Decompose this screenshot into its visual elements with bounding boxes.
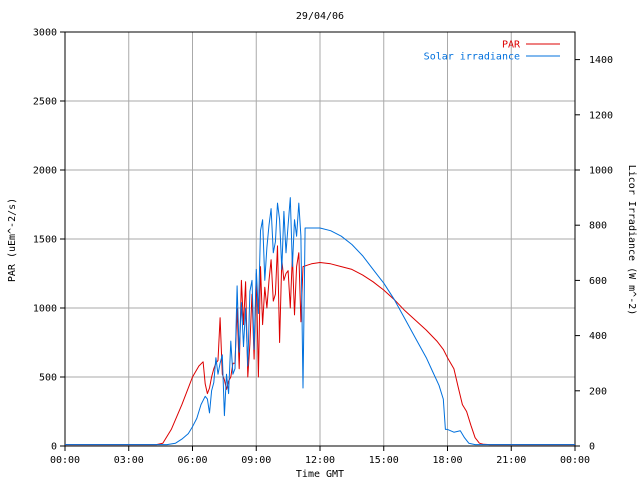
legend-label: PAR <box>502 40 521 51</box>
y-left-tick-label: 3000 <box>33 28 57 39</box>
y-left-tick-label: 1000 <box>33 304 57 315</box>
x-tick-label: 15:00 <box>369 455 399 466</box>
axes: 00:00 03:00 06:00 09:00 12:00 15:00 18:00 21:00… <box>33 28 613 467</box>
chart-title: 29/04/06 <box>296 11 344 22</box>
series-group <box>65 197 575 446</box>
y-right-tick-label: 400 <box>589 331 607 342</box>
x-tick-label: 12:00 <box>305 455 335 466</box>
y-left-tick-label: 1500 <box>33 235 57 246</box>
y-right-tick-label: 200 <box>589 386 607 397</box>
series-line-solar-irradiance <box>65 197 575 446</box>
x-tick-label: 21:00 <box>496 455 526 466</box>
legend-label: Solar irradiance <box>424 52 520 63</box>
x-tick-label: 03:00 <box>114 455 144 466</box>
y-right-tick-label: 1000 <box>589 166 613 177</box>
y-left-tick-label: 500 <box>39 373 57 384</box>
y-right-tick-label: 800 <box>589 221 607 232</box>
x-tick-label: 00:00 <box>50 455 80 466</box>
y-left-tick-label: 2000 <box>33 166 57 177</box>
x-axis-label: Time GMT <box>296 469 344 480</box>
y-right-tick-label: 1200 <box>589 110 613 121</box>
x-tick-label: 06:00 <box>177 455 207 466</box>
grid-lines <box>65 32 575 446</box>
y-left-tick-label: 0 <box>51 442 57 453</box>
y-left-tick-label: 2500 <box>33 97 57 108</box>
x-tick-label: 09:00 <box>241 455 271 466</box>
y-axis-label-right: Licor Irradiance (W m^-2) <box>626 165 637 316</box>
x-tick-label: 00:00 <box>560 455 590 466</box>
x-tick-label: 18:00 <box>432 455 462 466</box>
y-axis-label-left: PAR (uEm^-2/s) <box>7 198 18 282</box>
y-right-tick-label: 1400 <box>589 55 613 66</box>
y-right-tick-label: 0 <box>589 442 595 453</box>
y-right-tick-label: 600 <box>589 276 607 287</box>
